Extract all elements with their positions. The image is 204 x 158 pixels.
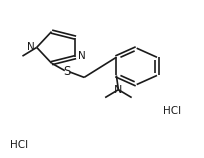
Text: S: S <box>63 65 71 78</box>
Text: N: N <box>27 42 34 52</box>
Text: N: N <box>78 51 86 61</box>
Text: HCl: HCl <box>10 140 28 150</box>
Text: N: N <box>114 85 123 95</box>
Text: HCl: HCl <box>163 106 181 116</box>
